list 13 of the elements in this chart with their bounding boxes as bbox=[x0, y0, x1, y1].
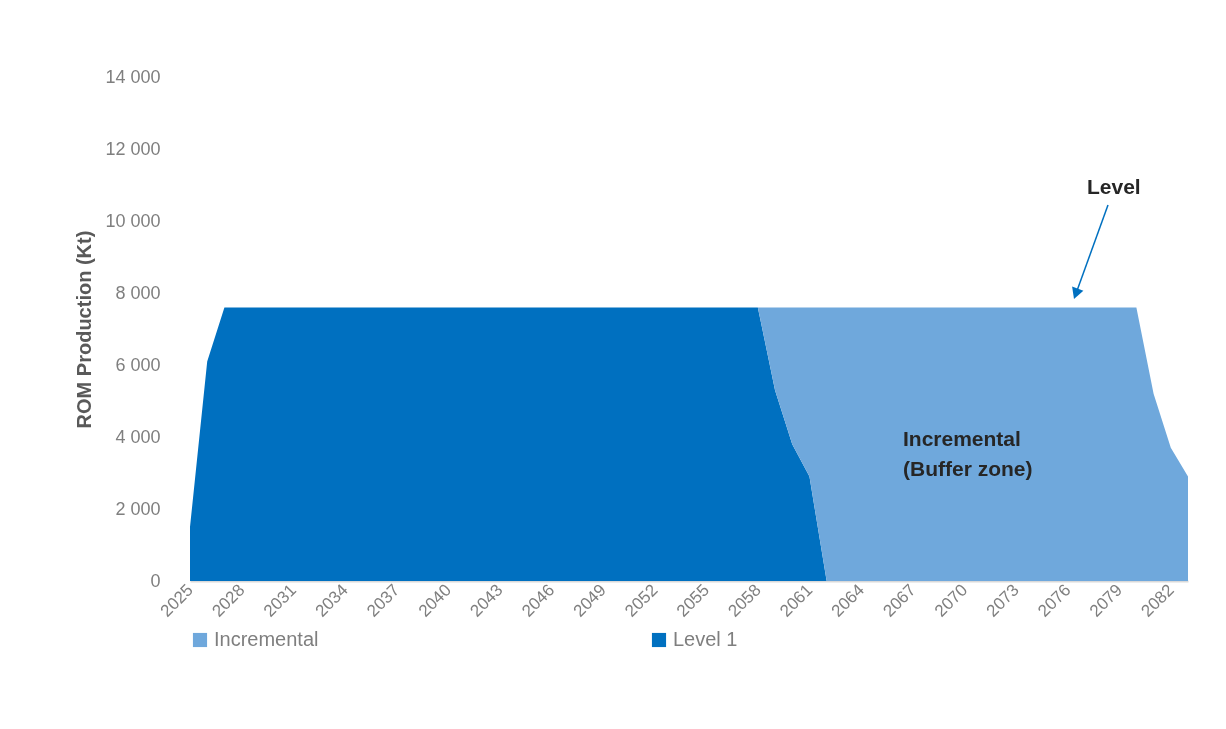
y-tick-label: 2 000 bbox=[115, 498, 161, 519]
y-tick-label: 6 000 bbox=[115, 354, 161, 375]
y-tick-label: 4 000 bbox=[115, 426, 161, 447]
y-axis-title: ROM Production (Kt) bbox=[73, 230, 96, 429]
y-tick-label: 8 000 bbox=[115, 282, 161, 303]
legend-label: Level 1 bbox=[673, 628, 738, 650]
y-tick-label: 0 bbox=[150, 570, 161, 591]
legend-label: Incremental bbox=[214, 628, 319, 650]
y-tick-label: 10 000 bbox=[105, 210, 161, 231]
y-tick-label: 14 000 bbox=[105, 66, 161, 87]
annotation: Level bbox=[1087, 175, 1141, 198]
y-tick-label: 12 000 bbox=[105, 138, 161, 159]
annotation: Incremental (Buffer zone) bbox=[903, 427, 1033, 480]
